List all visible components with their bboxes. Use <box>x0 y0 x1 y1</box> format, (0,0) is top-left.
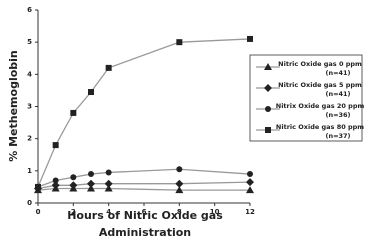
marker <box>88 171 94 178</box>
legend-label: Nitric Oxide gas 0 ppm <box>278 60 362 68</box>
legend-marker <box>264 84 272 92</box>
marker <box>51 181 60 190</box>
x-tick-label: 8 <box>177 208 182 216</box>
y-tick-label: 6 <box>27 6 32 14</box>
series-line <box>37 38 251 188</box>
marker <box>104 179 113 188</box>
marker <box>176 39 183 46</box>
marker <box>247 171 253 178</box>
y-tick-label: 4 <box>27 70 32 78</box>
legend-note: (n=36) <box>325 111 350 119</box>
y-tick-label: 2 <box>27 135 32 143</box>
legend-note: (n=37) <box>325 132 350 140</box>
y-tick-label: 1 <box>27 167 32 175</box>
legend-label: Nitric Oxide gas 80 ppm <box>276 123 364 131</box>
x-axis-title: Hours of Nitric Oxide gas <box>67 209 223 222</box>
marker <box>105 169 112 176</box>
marker <box>87 179 95 188</box>
legend-marker <box>265 127 271 133</box>
marker <box>247 35 253 42</box>
marker <box>175 179 184 188</box>
legend-note: (n=41) <box>325 90 350 98</box>
marker <box>70 174 77 181</box>
legend-label: Nitrix Oxide gas 20 ppm <box>276 102 365 110</box>
marker <box>69 181 78 190</box>
legend-note: (n=41) <box>325 69 350 77</box>
legend-label: Nitric Oxide gas 5 ppm <box>278 81 362 89</box>
x-tick-label: 0 <box>36 208 41 216</box>
marker <box>88 89 94 96</box>
marker <box>246 178 254 187</box>
x-tick-label: 6 <box>142 208 147 216</box>
y-tick-label: 3 <box>27 103 32 111</box>
marker <box>246 186 254 194</box>
marker <box>35 183 41 190</box>
marker <box>176 166 183 173</box>
x-axis-title: Administration <box>99 226 191 239</box>
marker <box>87 184 95 192</box>
legend-marker <box>265 106 271 112</box>
marker <box>104 184 113 192</box>
y-axis-title: % Methemoglobin <box>7 50 20 162</box>
x-tick-label: 4 <box>106 208 111 216</box>
marker <box>105 64 112 71</box>
y-tick-label: 5 <box>27 38 32 46</box>
marker <box>52 142 59 149</box>
x-tick-label: 10 <box>210 208 220 216</box>
marker <box>52 177 59 184</box>
marker <box>70 109 77 116</box>
y-tick-label: 0 <box>27 199 32 207</box>
x-tick-label: 2 <box>71 208 76 216</box>
marker <box>175 186 184 194</box>
x-tick-label: 12 <box>245 208 255 216</box>
legend-marker <box>264 63 272 70</box>
series-line <box>37 187 250 191</box>
